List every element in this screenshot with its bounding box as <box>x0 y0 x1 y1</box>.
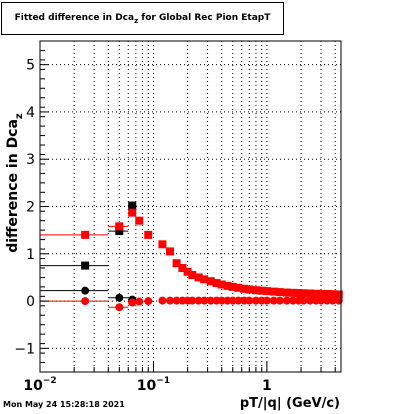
data-point-square <box>328 290 337 299</box>
x-tick-label: 10−1 <box>137 376 170 394</box>
plot-frame <box>39 40 342 373</box>
data-point-circle <box>228 296 237 305</box>
data-point-square <box>183 267 192 276</box>
data-point-square <box>81 230 90 239</box>
data-point-square <box>269 287 278 296</box>
data-point-square <box>294 289 303 298</box>
data-point-circle <box>299 296 308 305</box>
y-tick-label: 5 <box>26 58 35 74</box>
data-point-square <box>262 287 271 296</box>
x-axis-label: pT/|q| (GeV/c) <box>239 396 340 411</box>
y-tick-label: 0 <box>26 294 35 310</box>
x-tick-label: 1 <box>262 378 272 394</box>
data-point-circle <box>135 297 144 306</box>
data-point-square <box>128 201 137 210</box>
grid <box>40 41 341 372</box>
data-point-circle <box>251 296 260 305</box>
data-point-square <box>206 277 215 286</box>
y-tick-label: 1 <box>26 247 35 263</box>
data-point-circle <box>317 296 326 305</box>
data-point-circle <box>194 296 203 305</box>
data-point-square <box>251 286 260 295</box>
data-point-square <box>115 227 124 236</box>
y-tick-label: 4 <box>26 105 35 121</box>
data-point-square <box>323 289 332 298</box>
data-point-circle <box>275 296 284 305</box>
data-point-square <box>240 284 249 293</box>
data-point-square <box>158 240 167 249</box>
data-point-circle <box>172 296 181 305</box>
data-point-square <box>306 289 315 298</box>
data-point-square <box>245 285 254 294</box>
data-point-circle <box>245 296 254 305</box>
data-point-circle <box>158 296 167 305</box>
data-point-circle <box>128 298 137 307</box>
data-point-square <box>172 259 181 268</box>
data-point-circle <box>262 296 271 305</box>
timestamp: Mon May 24 15:28:18 2021 <box>3 400 125 409</box>
data-point-square <box>188 271 197 280</box>
data-point-square <box>194 273 203 282</box>
y-tick-label: −1 <box>14 341 35 357</box>
data-point-circle <box>282 296 291 305</box>
data-point-square <box>299 289 308 298</box>
chart-title: Fitted difference in Dcaz for Global Rec… <box>14 12 271 25</box>
data-point-square <box>200 275 209 284</box>
data-point-square <box>223 281 232 290</box>
data-point-circle <box>289 296 298 305</box>
data-point-square <box>311 289 320 298</box>
chart-title-box: Fitted difference in Dcaz for Global Rec… <box>1 2 284 35</box>
data-point-square <box>144 230 153 239</box>
data-point-square <box>282 288 291 297</box>
data-point-square <box>234 283 243 292</box>
data-point-square <box>115 222 124 231</box>
data-point-square <box>81 261 90 270</box>
data-point-circle <box>200 296 209 305</box>
data-point-circle <box>115 303 124 312</box>
data-point-circle <box>334 296 343 305</box>
data-point-square <box>212 279 221 288</box>
data-point-square <box>317 289 326 298</box>
data-point-circle <box>323 296 332 305</box>
data-point-square <box>275 288 284 297</box>
data-point-circle <box>269 296 278 305</box>
data-point-circle <box>306 296 315 305</box>
data-point-square <box>289 288 298 297</box>
data-point-square <box>334 290 343 299</box>
data-point-circle <box>81 297 90 306</box>
data-point-square <box>128 208 137 217</box>
data-point-square <box>257 286 266 295</box>
data-point-square <box>217 280 226 289</box>
y-tick-label: 3 <box>26 152 35 168</box>
data-point-square <box>178 263 187 272</box>
axis-ticks: −1 0 1 2 3 4 5 10−2 10−1 1 <box>14 40 336 394</box>
data-point-circle <box>328 296 337 305</box>
data-point-circle <box>166 296 175 305</box>
data-point-circle <box>115 293 124 302</box>
data-point-square <box>135 216 144 225</box>
data-point-circle <box>206 296 215 305</box>
data-point-square <box>166 247 175 256</box>
y-tick-label: 2 <box>26 200 35 216</box>
data-point-circle <box>217 296 226 305</box>
x-tick-label: 10−2 <box>23 376 56 394</box>
data-point-circle <box>144 297 153 306</box>
data-point-circle <box>188 296 197 305</box>
data-point-circle <box>81 286 90 295</box>
data-point-circle <box>234 296 243 305</box>
chart-marks <box>40 201 343 312</box>
data-point-square <box>228 282 237 291</box>
